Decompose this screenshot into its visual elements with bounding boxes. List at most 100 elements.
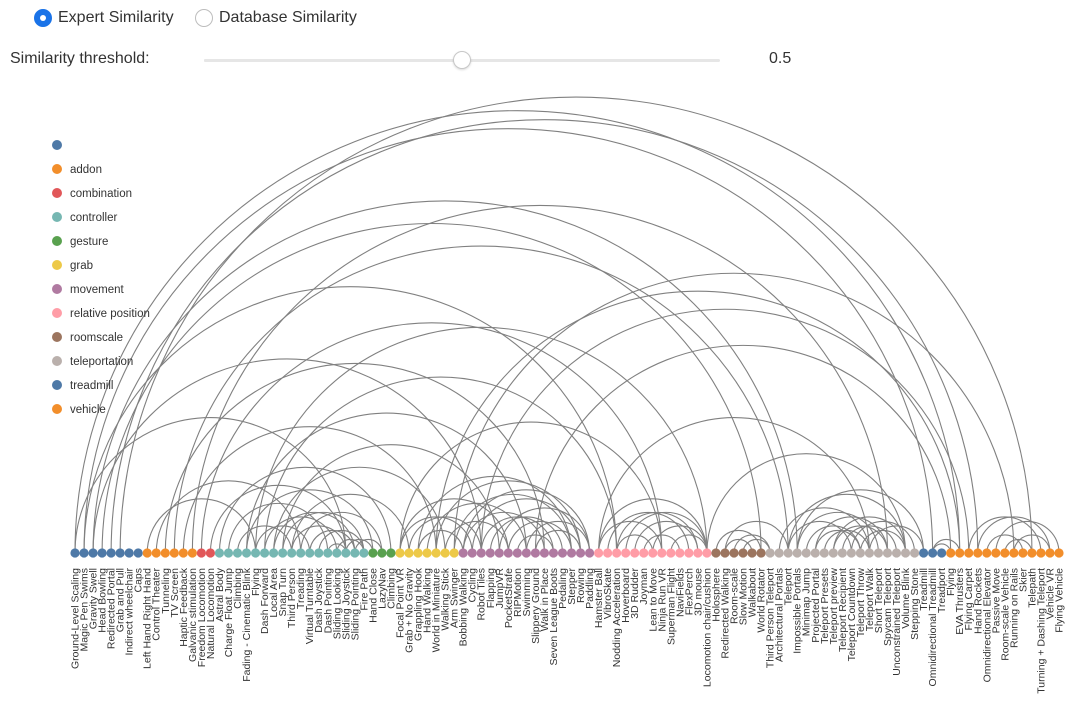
node-circle[interactable] <box>756 548 766 558</box>
node-circle[interactable] <box>955 548 965 558</box>
node-circle[interactable] <box>169 548 179 558</box>
node-circle[interactable] <box>548 548 559 558</box>
node-circle[interactable] <box>79 548 89 558</box>
node-circle[interactable] <box>494 548 504 558</box>
node-circle[interactable] <box>973 548 983 558</box>
node-circle[interactable] <box>232 548 243 558</box>
node-circle[interactable] <box>323 548 333 558</box>
node-circle[interactable] <box>729 548 739 558</box>
node-circle[interactable] <box>1018 548 1028 558</box>
node-circle[interactable] <box>1000 548 1010 558</box>
node-circle[interactable] <box>259 548 270 558</box>
node-circle[interactable] <box>449 548 459 558</box>
node-circle[interactable] <box>512 548 522 558</box>
node-circle[interactable] <box>305 548 315 558</box>
node-circle[interactable] <box>774 548 784 558</box>
node-circle[interactable] <box>178 548 188 558</box>
node-circle[interactable] <box>151 548 161 558</box>
node-circle[interactable] <box>287 548 297 558</box>
node-circle[interactable] <box>900 548 911 558</box>
node-circle[interactable] <box>819 548 829 558</box>
slider-thumb[interactable] <box>453 51 471 69</box>
node-circle[interactable] <box>991 548 1001 558</box>
node-circle[interactable] <box>864 548 875 558</box>
node-circle[interactable] <box>1054 548 1064 558</box>
node-circle[interactable] <box>160 548 170 558</box>
node-circle[interactable] <box>350 548 360 558</box>
node-circle[interactable] <box>205 548 216 558</box>
node-circle[interactable] <box>404 548 414 558</box>
node-circle[interactable] <box>621 548 631 558</box>
node-circle[interactable] <box>106 548 116 558</box>
node-circle[interactable] <box>810 548 820 558</box>
node-circle[interactable] <box>314 548 324 558</box>
node-circle[interactable] <box>946 548 956 558</box>
node-circle[interactable] <box>133 548 143 558</box>
node-circle[interactable] <box>855 548 865 558</box>
node-circle[interactable] <box>918 548 929 558</box>
node-circle[interactable] <box>837 548 847 558</box>
node-circle[interactable] <box>341 548 351 558</box>
node-circle[interactable] <box>70 548 80 558</box>
node-circle[interactable] <box>1036 548 1046 558</box>
node-circle[interactable] <box>124 548 134 558</box>
node-circle[interactable] <box>142 548 152 558</box>
node-circle[interactable] <box>530 548 541 558</box>
database-similarity-radio[interactable]: Database Similarity <box>195 9 357 27</box>
node-circle[interactable] <box>891 548 902 558</box>
node-circle[interactable] <box>882 548 893 558</box>
node-circle[interactable] <box>657 548 667 558</box>
node-circle[interactable] <box>413 548 423 558</box>
node-circle[interactable] <box>476 548 486 558</box>
node-circle[interactable] <box>539 548 550 558</box>
node-circle[interactable] <box>332 548 342 558</box>
node-circle[interactable] <box>711 548 721 558</box>
node-circle[interactable] <box>639 548 649 558</box>
node-circle[interactable] <box>278 548 288 558</box>
node-circle[interactable] <box>603 548 613 558</box>
node-circle[interactable] <box>88 548 98 558</box>
node-circle[interactable] <box>928 548 938 558</box>
node-circle[interactable] <box>648 548 658 558</box>
node-circle[interactable] <box>503 548 513 558</box>
node-circle[interactable] <box>296 548 306 558</box>
node-circle[interactable] <box>115 548 125 558</box>
node-circle[interactable] <box>666 548 676 558</box>
node-circle[interactable] <box>783 548 793 558</box>
node-circle[interactable] <box>937 548 947 558</box>
node-circle[interactable] <box>214 548 225 558</box>
node-circle[interactable] <box>440 548 450 558</box>
node-circle[interactable] <box>982 548 992 558</box>
node-circle[interactable] <box>241 548 252 558</box>
node-circle[interactable] <box>187 548 197 558</box>
node-circle[interactable] <box>702 548 712 558</box>
node-circle[interactable] <box>458 548 468 558</box>
node-circle[interactable] <box>359 548 369 558</box>
node-circle[interactable] <box>675 548 685 558</box>
node-circle[interactable] <box>846 548 856 558</box>
node-circle[interactable] <box>250 548 261 558</box>
node-circle[interactable] <box>566 548 577 558</box>
node-circle[interactable] <box>377 548 387 558</box>
node-circle[interactable] <box>575 548 586 558</box>
similarity-threshold-slider[interactable] <box>204 51 720 69</box>
node-circle[interactable] <box>684 548 694 558</box>
node-circle[interactable] <box>801 548 811 558</box>
node-circle[interactable] <box>792 548 802 558</box>
node-circle[interactable] <box>593 548 604 558</box>
node-circle[interactable] <box>630 548 640 558</box>
node-circle[interactable] <box>269 548 279 558</box>
node-circle[interactable] <box>738 548 748 558</box>
expert-similarity-radio[interactable]: Expert Similarity <box>34 9 174 27</box>
node-circle[interactable] <box>1009 548 1019 558</box>
node-circle[interactable] <box>557 548 568 558</box>
node-circle[interactable] <box>693 548 703 558</box>
node-circle[interactable] <box>828 548 838 558</box>
node-circle[interactable] <box>909 548 920 558</box>
node-circle[interactable] <box>720 548 730 558</box>
node-circle[interactable] <box>584 548 595 558</box>
node-circle[interactable] <box>873 548 884 558</box>
node-circle[interactable] <box>612 548 622 558</box>
node-circle[interactable] <box>964 548 974 558</box>
node-circle[interactable] <box>422 548 432 558</box>
